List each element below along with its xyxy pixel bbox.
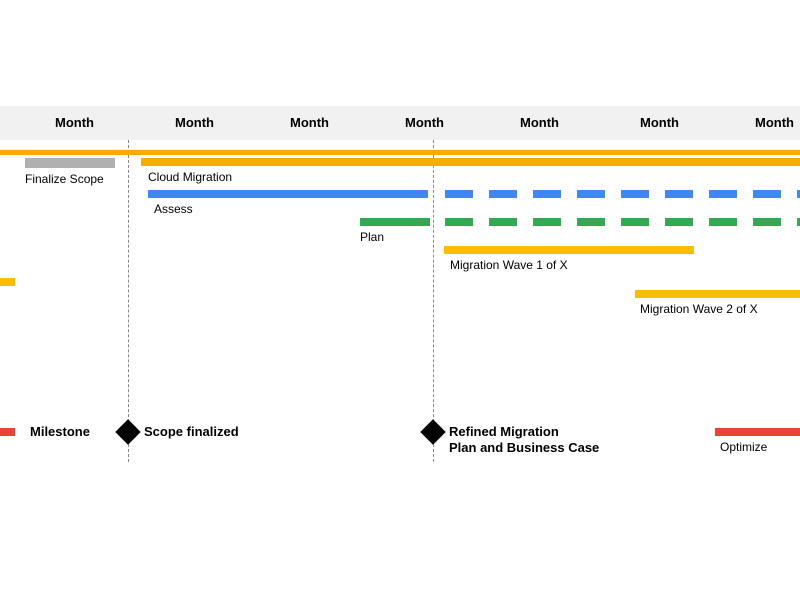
milestone-text: Scope finalized bbox=[144, 424, 239, 440]
gantt-bar-label-cloud-migration: Cloud Migration bbox=[148, 170, 232, 184]
month-label: Month bbox=[405, 115, 444, 130]
month-label: Month bbox=[55, 115, 94, 130]
gantt-bar-wave2 bbox=[635, 290, 800, 298]
gantt-dash-plan-dash bbox=[445, 218, 473, 226]
gantt-dash-assess-dash bbox=[709, 190, 737, 198]
gantt-bar-label-assess-solid: Assess bbox=[154, 202, 193, 216]
milestone-vline bbox=[433, 140, 434, 462]
gantt-dash-assess-dash bbox=[621, 190, 649, 198]
month-label: Month bbox=[175, 115, 214, 130]
gantt-bar-assess-solid bbox=[148, 190, 428, 198]
gantt-bar-label-scope-grey: Finalize Scope bbox=[25, 172, 104, 186]
gantt-bar-label-plan-solid: Plan bbox=[360, 230, 384, 244]
gantt-bar-left-yellow bbox=[0, 278, 15, 286]
gantt-bar-topline bbox=[0, 150, 800, 155]
month-label: Month bbox=[290, 115, 329, 130]
milestone-diamond-icon bbox=[420, 419, 445, 444]
gantt-bar-cloud-migration bbox=[141, 158, 800, 166]
gantt-dash-plan-dash bbox=[621, 218, 649, 226]
milestone-row-label: Milestone bbox=[30, 424, 90, 440]
header-band bbox=[0, 106, 800, 140]
gantt-dash-plan-dash bbox=[577, 218, 605, 226]
gantt-dash-assess-dash bbox=[445, 190, 473, 198]
gantt-bar-label-optimize: Optimize bbox=[720, 440, 767, 454]
month-label: Month bbox=[640, 115, 679, 130]
gantt-bar-plan-solid bbox=[360, 218, 430, 226]
gantt-bar-label-wave1: Migration Wave 1 of X bbox=[450, 258, 568, 272]
gantt-dash-plan-dash bbox=[665, 218, 693, 226]
milestone-diamond-icon bbox=[115, 419, 140, 444]
gantt-bar-optimize bbox=[715, 428, 800, 436]
gantt-bar-scope-grey bbox=[25, 158, 115, 168]
gantt-dash-assess-dash bbox=[489, 190, 517, 198]
gantt-dash-plan-dash bbox=[533, 218, 561, 226]
month-label: Month bbox=[755, 115, 794, 130]
gantt-dash-plan-dash bbox=[753, 218, 781, 226]
gantt-dash-plan-dash bbox=[489, 218, 517, 226]
milestone-vline bbox=[128, 140, 129, 462]
gantt-dash-assess-dash bbox=[665, 190, 693, 198]
gantt-dash-assess-dash bbox=[753, 190, 781, 198]
milestone-marker-icon bbox=[0, 428, 15, 436]
milestone-text: Refined Migration Plan and Business Case bbox=[449, 424, 599, 457]
gantt-dash-assess-dash bbox=[577, 190, 605, 198]
gantt-dash-assess-dash bbox=[533, 190, 561, 198]
gantt-dash-plan-dash bbox=[709, 218, 737, 226]
gantt-bar-label-wave2: Migration Wave 2 of X bbox=[640, 302, 758, 316]
gantt-bar-wave1 bbox=[444, 246, 694, 254]
month-label: Month bbox=[520, 115, 559, 130]
